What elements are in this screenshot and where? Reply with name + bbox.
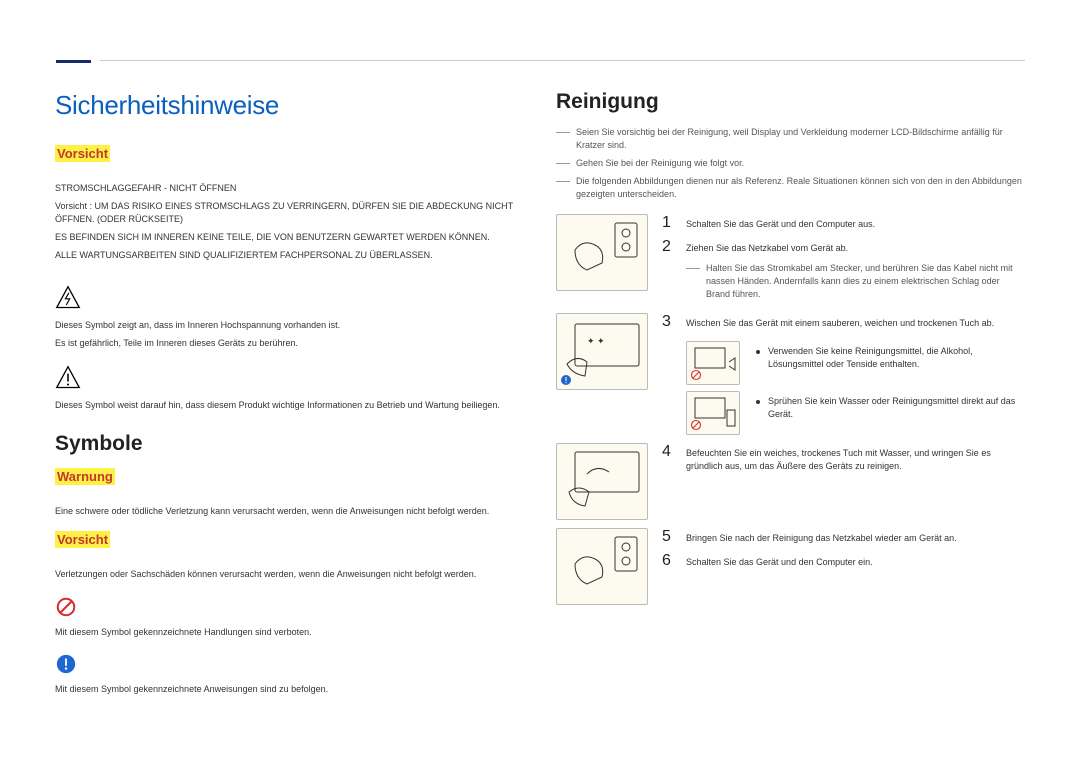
step-block-4: 4 Befeuchten Sie ein weiches, trockenes T… (556, 443, 1025, 520)
warning-triangle-icon (55, 365, 81, 391)
prohibit-icon (55, 596, 77, 618)
right-column: Reinigung Seien Sie vorsichtig bei der R… (556, 90, 1025, 701)
hv-text-2: Es ist gefährlich, Teile im Inneren dies… (55, 337, 524, 350)
step-block-1-2: 1 Schalten Sie das Gerät und den Computer… (556, 214, 1025, 305)
illustration-damp-cloth (556, 443, 648, 520)
step-3-text: Wischen Sie das Gerät mit einem sauberen… (686, 313, 1025, 330)
illustration-no-spray (686, 391, 740, 435)
step-5-text: Bringen Sie nach der Reinigung das Netzk… (686, 528, 1025, 545)
caution-line-2: Vorsicht : UM DAS RISIKO EINES STROMSCHL… (55, 200, 524, 226)
label-warnung: Warnung (55, 468, 115, 485)
caution-line-4: ALLE WARTUNGSARBEITEN SIND QUALIFIZIERTE… (55, 249, 524, 262)
warnung-text: Eine schwere oder tödliche Verletzung ka… (55, 505, 524, 518)
prohibit-text: Mit diesem Symbol gekennzeichnete Handlu… (55, 626, 524, 639)
page-content: Sicherheitshinweise Vorsicht STROMSCHLAG… (0, 0, 1080, 731)
step-number-3: 3 (662, 313, 676, 331)
label-vorsicht-2: Vorsicht (55, 531, 110, 548)
note-3: Die folgenden Abbildungen dienen nur als… (556, 175, 1025, 201)
mandatory-small-icon (560, 374, 572, 386)
step-number-5: 5 (662, 528, 676, 546)
caution-line-3: ES BEFINDEN SICH IM INNEREN KEINE TEILE,… (55, 231, 524, 244)
step-block-5-6: 5 Bringen Sie nach der Reinigung das Netz… (556, 528, 1025, 605)
left-column: Sicherheitshinweise Vorsicht STROMSCHLAG… (55, 90, 524, 701)
top-divider (100, 60, 1025, 61)
step-3-bullet-2: Sprühen Sie kein Wasser oder Reinigungsm… (768, 395, 1025, 421)
step-number-2: 2 (662, 238, 676, 256)
info-text: Dieses Symbol weist darauf hin, dass die… (55, 399, 524, 412)
caution-line-1: STROMSCHLAGGEFAHR - NICHT ÖFFNEN (55, 182, 524, 195)
step-2-text: Ziehen Sie das Netzkabel vom Gerät ab. (686, 238, 1025, 255)
svg-text:✦ ✦: ✦ ✦ (587, 336, 605, 346)
step-number-6: 6 (662, 552, 676, 570)
top-accent-bar (56, 60, 91, 63)
step-2-subnote: Halten Sie das Stromkabel am Stecker, un… (686, 262, 1025, 301)
step-4-text: Befeuchten Sie ein weiches, trockenes Tu… (686, 443, 1025, 473)
hv-text-1: Dieses Symbol zeigt an, dass im Inneren … (55, 319, 524, 332)
heading-reinigung: Reinigung (556, 90, 1025, 114)
high-voltage-icon (55, 285, 81, 311)
step-block-3: ✦ ✦ 3 Wischen Sie das Gerät mit einem sau… (556, 313, 1025, 435)
heading-symbole: Symbole (55, 432, 524, 456)
step-number-1: 1 (662, 214, 676, 232)
illustration-plug-in (556, 528, 648, 605)
heading-sicherheitshinweise: Sicherheitshinweise (55, 90, 524, 121)
step-3-bullet-1: Verwenden Sie keine Reinigungsmittel, di… (768, 345, 1025, 371)
illustration-unplug (556, 214, 648, 291)
note-2: Gehen Sie bei der Reinigung wie folgt vo… (556, 157, 1025, 170)
mandatory-icon (55, 653, 77, 675)
step-number-4: 4 (662, 443, 676, 461)
illustration-no-chemical (686, 341, 740, 385)
vorsicht2-text: Verletzungen oder Sachschäden können ver… (55, 568, 524, 581)
prohibit-small-icon (690, 369, 702, 381)
prohibit-small-icon-2 (690, 419, 702, 431)
illustration-wipe: ✦ ✦ (556, 313, 648, 390)
mandatory-text: Mit diesem Symbol gekennzeichnete Anweis… (55, 683, 524, 696)
step-6-text: Schalten Sie das Gerät und den Computer … (686, 552, 1025, 569)
step-1-text: Schalten Sie das Gerät und den Computer … (686, 214, 1025, 231)
label-vorsicht: Vorsicht (55, 145, 110, 162)
note-1: Seien Sie vorsichtig bei der Reinigung, … (556, 126, 1025, 152)
